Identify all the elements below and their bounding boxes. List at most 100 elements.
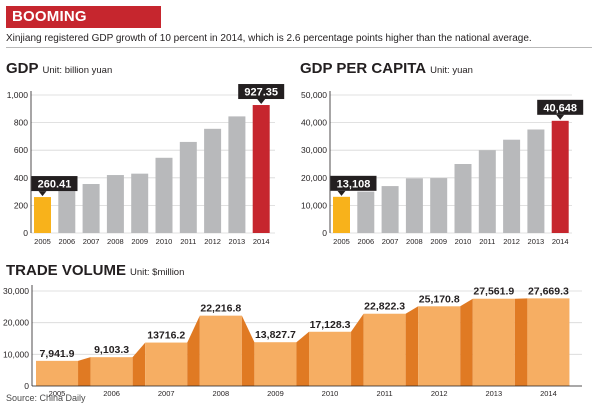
gdp-xtick-label: 2013 xyxy=(229,237,246,246)
gdp-per-capita-callout-pointer xyxy=(337,190,346,196)
trade-data-label: 13,827.7 xyxy=(255,329,296,341)
gdp-per-capita-title-text: GDP PER CAPITA xyxy=(300,60,427,77)
gdp-per-capita-xtick-label: 2007 xyxy=(382,237,399,246)
trade-data-label: 13716.2 xyxy=(147,330,185,342)
trade-xtick-label: 2008 xyxy=(212,389,229,398)
trade-volume-title-text: TRADE VOLUME xyxy=(6,262,126,279)
trade-transition-2013 xyxy=(514,298,528,386)
trade-xtick-label: 2009 xyxy=(267,389,284,398)
gdp-callout-label: 927.35 xyxy=(244,87,278,99)
gdp-xtick-label: 2012 xyxy=(204,237,221,246)
gdp-per-capita-ytick-label: 10,000 xyxy=(301,200,327,210)
trade-area-2011 xyxy=(363,313,406,386)
gdp-per-capita-xtick-label: 2014 xyxy=(552,237,569,246)
trade-area-2005 xyxy=(36,360,79,386)
trade-data-label: 27,669.3 xyxy=(528,285,569,297)
gdp-bar-2007 xyxy=(82,184,100,233)
trade-transition-2012 xyxy=(460,298,473,386)
trade-transition-2005 xyxy=(78,357,91,386)
gdp-ytick-label: 0 xyxy=(23,228,28,238)
trade-ytick-label: 30,000 xyxy=(3,286,29,296)
gdp-per-capita-xtick-label: 2008 xyxy=(406,237,423,246)
gdp-per-capita-bar-2013 xyxy=(527,129,545,233)
gdp-per-capita-unit-text: Unit: yuan xyxy=(430,65,473,76)
trade-transition-2010 xyxy=(351,313,364,386)
gdp-unit-text: Unit: billion yuan xyxy=(42,65,113,76)
gdp-callout-box xyxy=(238,84,285,100)
divider xyxy=(6,47,592,48)
trade-data-label: 25,170.8 xyxy=(419,293,460,305)
gdp-bar-2014 xyxy=(252,105,270,233)
gdp-xtick-label: 2011 xyxy=(180,237,196,246)
gdp-per-capita-xtick-label: 2005 xyxy=(333,237,350,246)
trade-transition-2011 xyxy=(405,306,419,386)
gdp-bar-2010 xyxy=(155,157,173,233)
trade-data-label: 22,822.3 xyxy=(364,301,405,313)
gdp-xtick-label: 2007 xyxy=(83,237,100,246)
gdp-per-capita-ytick-label: 30,000 xyxy=(301,145,327,155)
gdp-per-capita-bar-2009 xyxy=(430,178,448,233)
gdp-bar-2009 xyxy=(131,173,149,233)
trade-area-2008 xyxy=(199,315,242,386)
trade-transition-2008 xyxy=(241,315,255,386)
trade-area-2013 xyxy=(472,298,515,386)
gdp-per-capita-bar-2014 xyxy=(551,120,569,233)
gdp-per-capita-ytick-label: 0 xyxy=(322,228,327,238)
gdp-per-capita-xtick-label: 2013 xyxy=(528,237,545,246)
gdp-per-capita-bar-2008 xyxy=(405,178,423,233)
gdp-per-capita-bar-2006 xyxy=(357,191,375,233)
gdp-callout-box xyxy=(31,176,78,192)
trade-ytick-label: 0 xyxy=(24,381,29,391)
gdp-xtick-label: 2009 xyxy=(131,237,148,246)
trade-data-label: 27,561.9 xyxy=(473,286,514,298)
trade-xtick-label: 2006 xyxy=(103,389,120,398)
trade-data-label: 9,103.3 xyxy=(94,344,129,356)
gdp-per-capita-xtick-label: 2011 xyxy=(479,237,495,246)
gdp-per-capita-xtick-label: 2006 xyxy=(357,237,374,246)
gdp-bar-2008 xyxy=(106,175,124,233)
gdp-per-capita-xtick-label: 2009 xyxy=(430,237,447,246)
trade-data-label: 22,216.8 xyxy=(200,303,241,315)
source-note: Source: China Daily xyxy=(6,393,86,403)
gdp-per-capita-ytick-label: 50,000 xyxy=(301,90,327,100)
gdp-callout-pointer xyxy=(38,191,47,197)
gdp-per-capita-callout-label: 40,648 xyxy=(543,102,577,114)
gdp-per-capita-bar-2007 xyxy=(381,186,399,233)
gdp-ytick-label: 200 xyxy=(14,200,28,210)
gdp-ytick-label: 400 xyxy=(14,173,28,183)
gdp-callout-label: 260.41 xyxy=(38,179,72,191)
trade-data-label: 17,128.3 xyxy=(310,319,351,331)
gdp-xtick-label: 2014 xyxy=(253,237,270,246)
gdp-per-capita-callout-box xyxy=(330,175,377,191)
trade-volume-chart-title: TRADE VOLUME Unit: $million xyxy=(6,262,184,279)
gdp-callout-pointer xyxy=(257,99,266,105)
trade-transition-2006 xyxy=(132,342,146,386)
trade-area-2012 xyxy=(418,306,461,386)
gdp-per-capita-callout-pointer xyxy=(556,114,565,120)
trade-ytick-label: 10,000 xyxy=(3,349,29,359)
trade-xtick-label: 2013 xyxy=(485,389,502,398)
trade-xtick-label: 2005 xyxy=(49,389,66,398)
subtitle: Xinjiang registered GDP growth of 10 per… xyxy=(6,33,532,44)
trade-xtick-label: 2011 xyxy=(377,389,393,398)
trade-xtick-label: 2010 xyxy=(322,389,339,398)
gdp-per-capita-xtick-label: 2010 xyxy=(455,237,472,246)
gdp-per-capita-ytick-label: 40,000 xyxy=(301,118,327,128)
gdp-per-capita-callout-label: 13,108 xyxy=(337,178,371,190)
trade-ytick-label: 20,000 xyxy=(3,318,29,328)
gdp-per-capita-bar-2005 xyxy=(333,196,350,233)
gdp-xtick-label: 2005 xyxy=(34,237,51,246)
gdp-ytick-label: 600 xyxy=(14,145,28,155)
gdp-per-capita-bar-2012 xyxy=(503,139,521,233)
gdp-ytick-label: 800 xyxy=(14,118,28,128)
trade-xtick-label: 2014 xyxy=(540,389,557,398)
gdp-bar-2012 xyxy=(204,128,222,233)
banner-title: BOOMING ECONOMY xyxy=(6,6,161,47)
trade-volume-unit-text: Unit: $million xyxy=(130,267,185,278)
trade-xtick-label: 2012 xyxy=(431,389,448,398)
gdp-title-text: GDP xyxy=(6,60,39,77)
gdp-per-capita-chart-title: GDP PER CAPITA Unit: yuan xyxy=(300,60,473,77)
gdp-bar-2013 xyxy=(228,116,246,233)
trade-area-2007 xyxy=(145,342,188,386)
